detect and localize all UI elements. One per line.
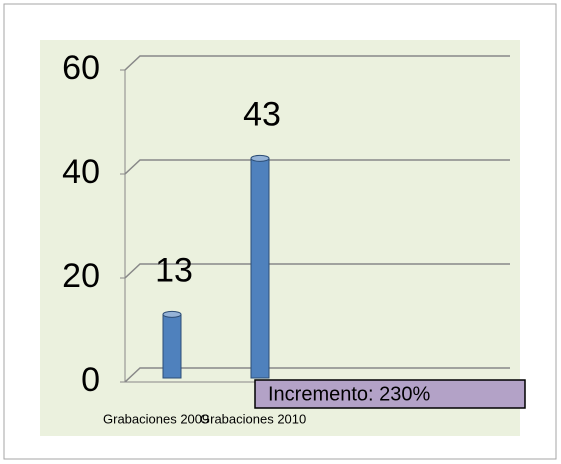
annotation: Incremento: 230% xyxy=(268,383,431,405)
x-tick-label: Grabaciones 2010 xyxy=(200,411,306,426)
grid-line xyxy=(124,263,510,279)
plot-area xyxy=(40,40,520,436)
y-tick-label: 40 xyxy=(62,153,100,191)
plot-layer: 0 20 40 60 Grabaciones 2009 13 Grabaciones 201… xyxy=(62,49,510,426)
bar xyxy=(162,310,182,379)
grid-line xyxy=(124,367,510,383)
data-label: 13 xyxy=(155,251,193,289)
x-tick-label: Grabaciones 2009 xyxy=(103,411,209,426)
grid-line xyxy=(124,55,510,71)
data-label: 43 xyxy=(243,95,281,133)
y-tick-label: 20 xyxy=(62,257,100,295)
grid-line xyxy=(124,159,510,175)
bar xyxy=(250,154,270,379)
y-tick-label: 0 xyxy=(81,361,100,399)
y-tick-label: 60 xyxy=(62,49,100,87)
annotation-box xyxy=(254,379,526,409)
